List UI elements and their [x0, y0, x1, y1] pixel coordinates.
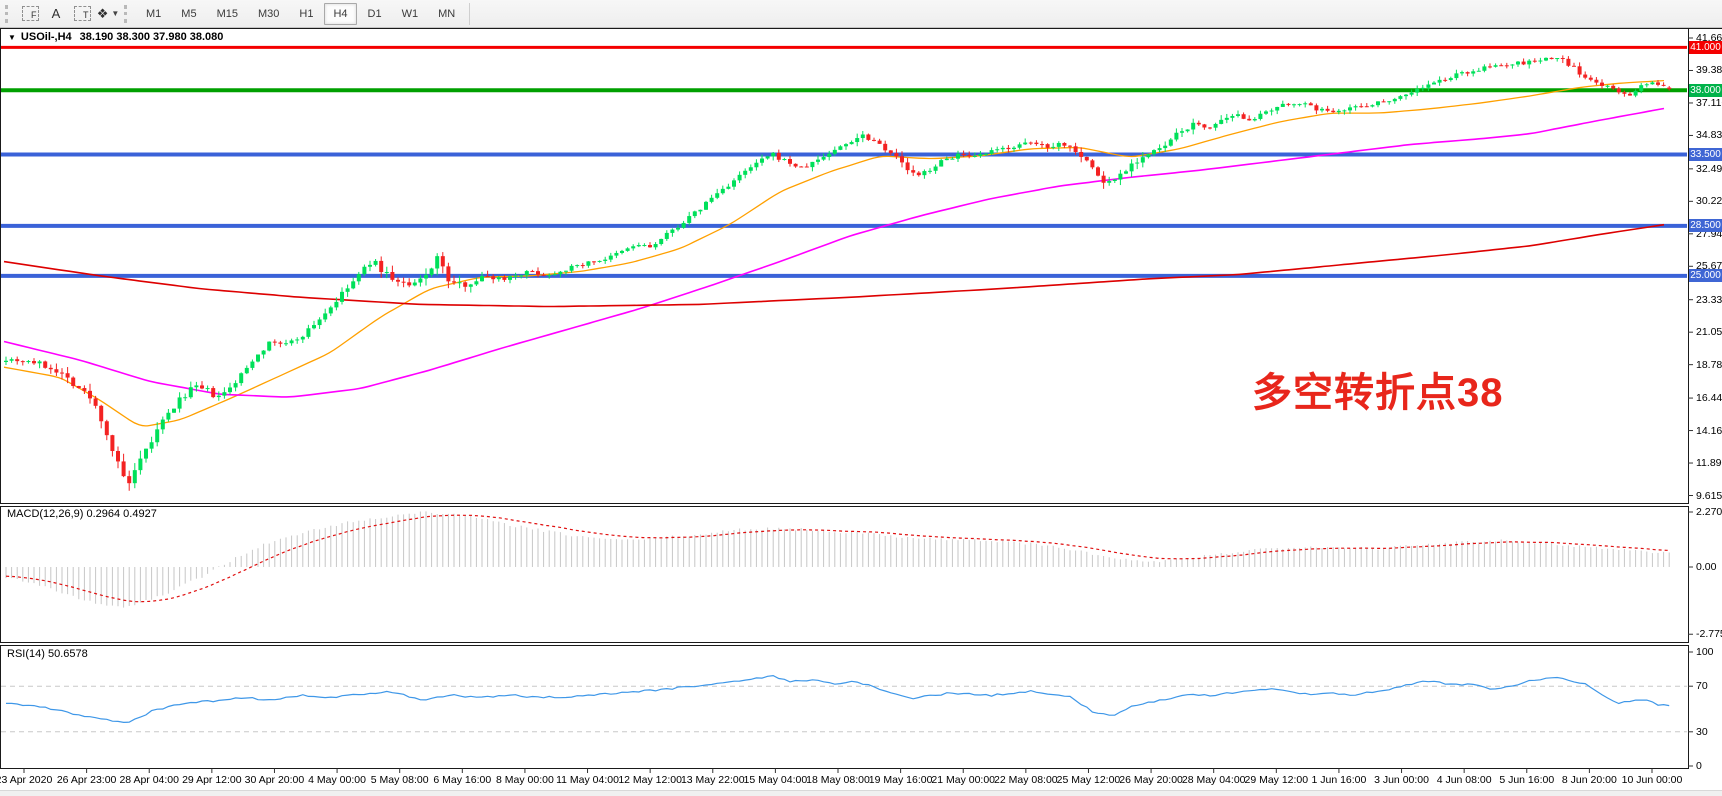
time-axis-label: 5 May 08:00: [370, 774, 429, 786]
time-axis-label: 18 May 08:00: [806, 774, 870, 786]
candlesticks: [4, 55, 1672, 491]
macd-axis-label: 0.00: [1696, 561, 1717, 573]
price-axis-label: 25.670: [1696, 260, 1722, 273]
time-axis-label: 12 May 12:00: [618, 774, 682, 786]
shapes-tool[interactable]: ❖ ▼: [96, 3, 120, 25]
toolbar: F A T ❖ ▼ M1 M5 M15 M30 H1 H4 D1 W1 MN: [0, 0, 1722, 28]
macd-axis-label: 2.2704: [1696, 506, 1722, 518]
symbol-timeframe-label: USOil-,H4: [20, 31, 72, 43]
textbox-tool-icon: T: [73, 6, 91, 21]
price-axis-label: 23.330: [1696, 293, 1722, 306]
price-axis-label: 18.780: [1696, 358, 1722, 371]
time-axis-label: 8 Jun 20:00: [1561, 774, 1617, 786]
time-axis-label: 29 May 12:00: [1244, 774, 1309, 786]
time-axis-label: 30 Apr 20:00: [244, 774, 305, 786]
time-axis-label: 15 May 04:00: [743, 774, 808, 786]
rsi-axis-label: 0: [1696, 760, 1702, 772]
timeframe-M15[interactable]: M15: [216, 7, 238, 20]
price-axis-label: 9.615: [1696, 489, 1722, 502]
pane-border: [0, 28, 1689, 504]
time-axis-label: 5 Jun 16:00: [1499, 774, 1555, 786]
time-axis-label: 28 Apr 04:00: [119, 774, 179, 786]
price-axis-label: 30.220: [1696, 195, 1722, 208]
rsi-axis-label: 30: [1696, 725, 1708, 738]
toolbar-grip[interactable]: [5, 4, 12, 23]
timeframe-MN[interactable]: MN: [438, 7, 456, 20]
selection-tool-icon: F: [21, 6, 39, 21]
macd-axis-label: -2.7759: [1696, 628, 1722, 641]
time-axis-label: 10 Jun 00:00: [1621, 774, 1683, 786]
price-axis-label: 37.110: [1696, 96, 1722, 109]
symbol-dropdown-caret[interactable]: ▼: [8, 33, 16, 42]
rsi-axis-label: 70: [1696, 680, 1708, 693]
price-level-badge-25.000: 25.000: [1689, 269, 1722, 283]
price-axis-label: 34.835: [1696, 129, 1722, 142]
drawing-tools-group: F A T ❖ ▼: [17, 3, 121, 25]
ohlc-values: 38.190 38.300 37.980 38.080: [79, 31, 224, 43]
time-axis-label: 21 May 00:00: [931, 774, 996, 786]
timeframe-W1[interactable]: W1: [401, 7, 419, 20]
time-axis-label: 4 May 00:00: [308, 774, 366, 786]
timeframe-D1[interactable]: D1: [367, 7, 382, 20]
time-axis-label: 13 May 22:00: [680, 774, 745, 786]
toolbar-grip-2[interactable]: [124, 4, 131, 23]
time-axis-label: 1 Jun 16:00: [1311, 774, 1367, 786]
time-axis-label: 8 May 00:00: [496, 774, 554, 786]
chart-title: ▼ USOil-,H4 38.190 38.300 37.980 38.080: [8, 31, 223, 43]
price-level-badge-33.500: 33.500: [1689, 148, 1722, 161]
rsi-indicator-label: RSI(14) 50.6578: [7, 648, 88, 660]
rsi-line: [6, 674, 1670, 724]
time-axis-label: 19 May 16:00: [868, 774, 933, 786]
price-level-badge-28.500: 28.500: [1689, 219, 1722, 233]
annotation-text[interactable]: 多空转折点38: [1252, 371, 1504, 415]
medium-ma-line: [3, 107, 1665, 398]
timeframe-buttons-group: M1 M5 M15 M30 H1 H4 D1 W1 MN: [136, 2, 465, 25]
status-strip: [0, 790, 1722, 796]
pane-border: [0, 645, 1689, 769]
pane-border: [0, 506, 1689, 643]
time-axis-label: 4 Jun 08:00: [1436, 774, 1492, 786]
price-axis-label: 11.890: [1696, 457, 1722, 470]
price-axis-label: 39.385: [1696, 64, 1722, 77]
price-axis-label: 32.495: [1696, 162, 1722, 175]
selection-tool[interactable]: F: [18, 3, 42, 25]
textbox-tool[interactable]: T: [70, 3, 94, 25]
timeframe-M30[interactable]: M30: [257, 7, 280, 20]
price-axis-label: 14.165: [1696, 424, 1722, 437]
time-axis-label: 6 May 16:00: [433, 774, 492, 786]
time-axis-label: 29 Apr 12:00: [182, 774, 242, 786]
rsi-pane-content: [1, 674, 1687, 733]
time-axis-label: 28 May 04:00: [1181, 774, 1246, 786]
timeframe-H1[interactable]: H1: [299, 7, 314, 20]
text-tool-icon: A: [51, 6, 61, 21]
rsi-axis-label: 100: [1696, 646, 1714, 658]
time-axis-label: 26 May 20:00: [1119, 774, 1183, 786]
time-axis-label: 26 Apr 23:00: [56, 774, 117, 786]
macd-pane-content: [5, 511, 1670, 608]
moving-averages: [3, 79, 1665, 427]
price-axis-label: 16.440: [1696, 392, 1722, 405]
timeframe-H4[interactable]: H4: [324, 2, 357, 25]
timeframe-M5[interactable]: M5: [181, 7, 197, 20]
time-axis-label: 23 Apr 2020: [0, 774, 53, 786]
fast-ma-line: [3, 79, 1665, 427]
text-tool[interactable]: A: [44, 3, 68, 25]
timeframe-M1[interactable]: M1: [146, 7, 162, 20]
price-level-badge-41.000: 41.000: [1689, 40, 1722, 54]
macd-indicator-label: MACD(12,26,9) 0.2964 0.4927: [7, 508, 157, 520]
time-axis-label: 25 May 12:00: [1056, 774, 1121, 786]
shapes-tool-icon: ❖: [96, 5, 109, 21]
time-axis-label: 11 May 04:00: [556, 774, 619, 786]
dropdown-caret-icon: ▼: [111, 9, 120, 18]
macd-signal-line: [5, 514, 1670, 603]
time-axis-label: 3 Jun 00:00: [1374, 774, 1429, 786]
price-axis-label: 21.055: [1696, 326, 1722, 339]
toolbar-separator: [469, 2, 471, 25]
time-axis-label: 22 May 08:00: [994, 774, 1058, 786]
price-level-badge-38.000: 38.000: [1689, 83, 1722, 97]
slow-ma-line: [3, 223, 1665, 308]
horizontal-level-lines[interactable]: [1, 45, 1687, 278]
